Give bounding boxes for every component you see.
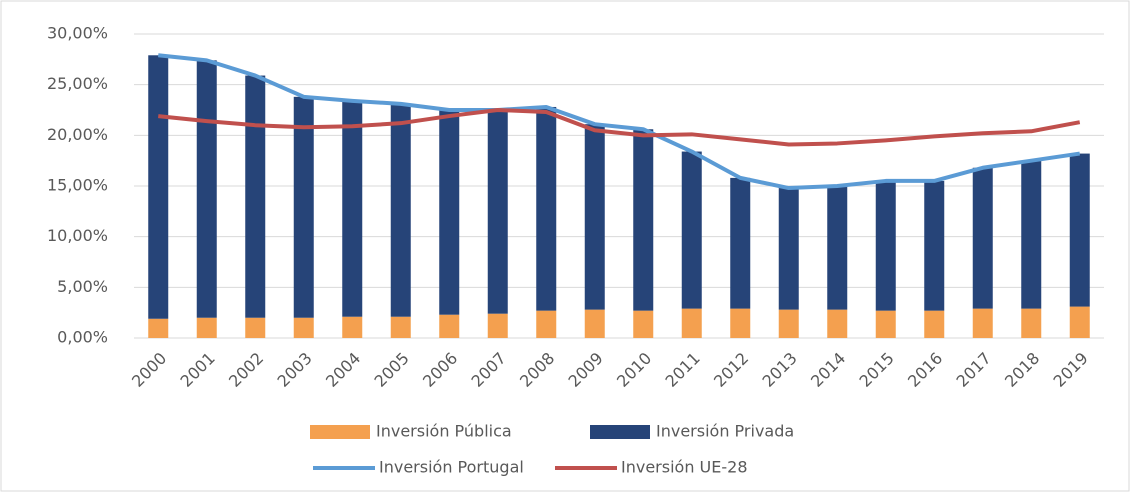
y-tick-label: 0,00% — [57, 328, 108, 347]
line — [158, 53, 1081, 191]
bar — [293, 317, 314, 338]
bar — [536, 106, 557, 311]
bar — [245, 75, 266, 318]
bar — [924, 310, 945, 338]
bar — [245, 317, 266, 338]
bar — [730, 308, 751, 338]
bar — [1021, 308, 1042, 338]
y-tick-label: 15,00% — [47, 176, 108, 195]
bar — [584, 309, 605, 338]
bar — [827, 309, 848, 338]
bar — [487, 313, 508, 338]
y-tick-label: 25,00% — [47, 74, 108, 93]
bar — [196, 317, 217, 338]
bar — [875, 180, 896, 311]
legend-swatch — [310, 425, 370, 439]
bar — [196, 60, 217, 318]
bar — [148, 318, 169, 338]
y-tick-label: 10,00% — [47, 226, 108, 245]
y-tick-label: 20,00% — [47, 125, 108, 144]
legend-label: Inversión UE-28 — [621, 458, 748, 477]
legend-label: Inversión Portugal — [379, 458, 524, 477]
bar — [439, 110, 460, 315]
bar — [584, 124, 605, 310]
bar — [1021, 160, 1042, 309]
bar — [148, 55, 169, 319]
bar — [487, 110, 508, 314]
y-tick-label: 30,00% — [47, 24, 108, 43]
bar — [778, 188, 799, 310]
bar — [924, 180, 945, 311]
bar — [633, 129, 654, 311]
bar — [681, 308, 702, 338]
bar — [1069, 306, 1090, 338]
bar — [439, 314, 460, 338]
y-tick-label: 5,00% — [57, 277, 108, 296]
bar — [827, 186, 848, 310]
legend-label: Inversión Pública — [376, 422, 512, 441]
legend-label: Inversión Privada — [656, 422, 794, 441]
bar — [342, 100, 363, 317]
bar — [972, 167, 993, 309]
bar — [681, 151, 702, 309]
bar — [342, 316, 363, 338]
bar — [293, 96, 314, 318]
legend-swatch — [590, 425, 650, 439]
bar — [633, 310, 654, 338]
bar — [536, 310, 557, 338]
bar — [875, 310, 896, 338]
bar — [390, 316, 411, 338]
bar — [730, 177, 751, 309]
line — [158, 108, 1081, 147]
bar — [778, 309, 799, 338]
bar — [972, 308, 993, 338]
bar — [390, 103, 411, 317]
bar — [1069, 153, 1090, 307]
